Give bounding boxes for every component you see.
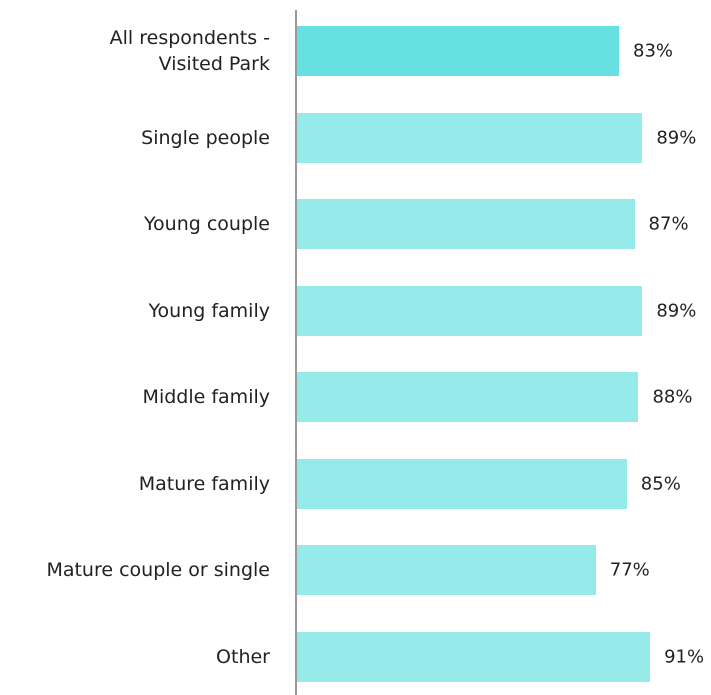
bar — [297, 458, 627, 509]
value-label: 85% — [640, 473, 681, 494]
bar — [297, 112, 643, 163]
category-label: All respondents - Visited Park — [109, 27, 270, 75]
value-label: 89% — [656, 300, 697, 321]
bar — [297, 631, 651, 682]
axis-line — [295, 10, 297, 695]
bar — [297, 199, 635, 249]
bar — [297, 285, 643, 336]
value-label: 87% — [648, 213, 689, 235]
category-label: Young couple — [143, 213, 270, 235]
value-label: 89% — [656, 127, 697, 148]
category-label: Young family — [148, 299, 270, 322]
bar — [297, 545, 596, 595]
bar — [297, 372, 639, 422]
value-label: 88% — [652, 386, 693, 408]
value-label: 77% — [609, 559, 650, 581]
category-label: Mature couple or single — [46, 559, 270, 581]
value-label: 91% — [664, 646, 705, 667]
category-label: Other — [216, 645, 270, 668]
category-label: Single people — [141, 126, 270, 149]
category-label: Mature family — [138, 472, 270, 495]
bar — [297, 26, 620, 76]
value-label: 83% — [633, 40, 674, 62]
category-label: Middle family — [142, 386, 270, 408]
